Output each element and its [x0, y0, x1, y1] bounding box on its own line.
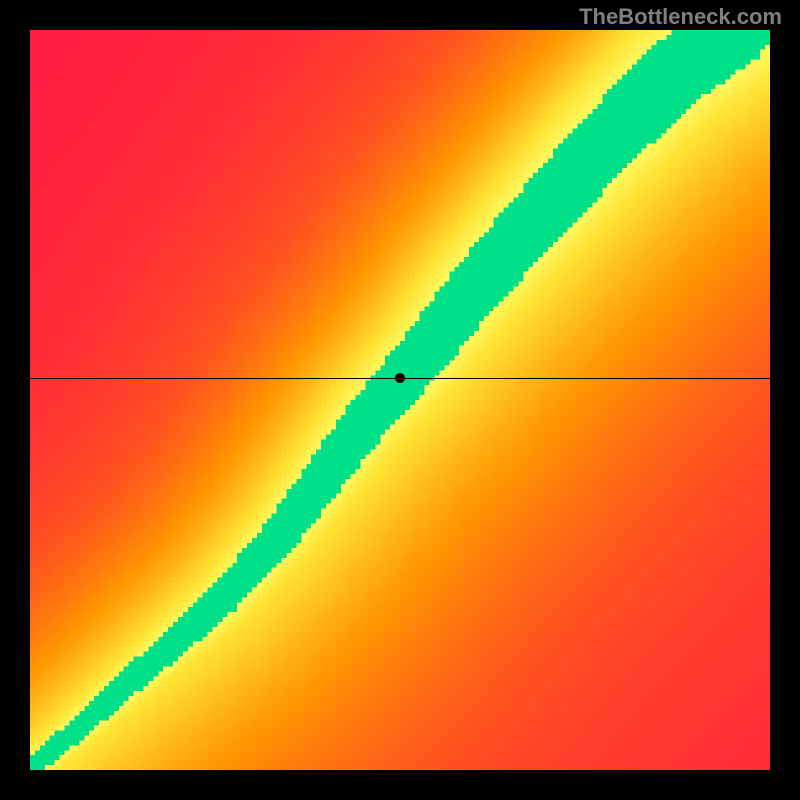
- bottleneck-heatmap-plot: [30, 30, 770, 770]
- heatmap-canvas: [30, 30, 770, 770]
- crosshair-point: [395, 373, 405, 383]
- watermark-text: TheBottleneck.com: [579, 4, 782, 30]
